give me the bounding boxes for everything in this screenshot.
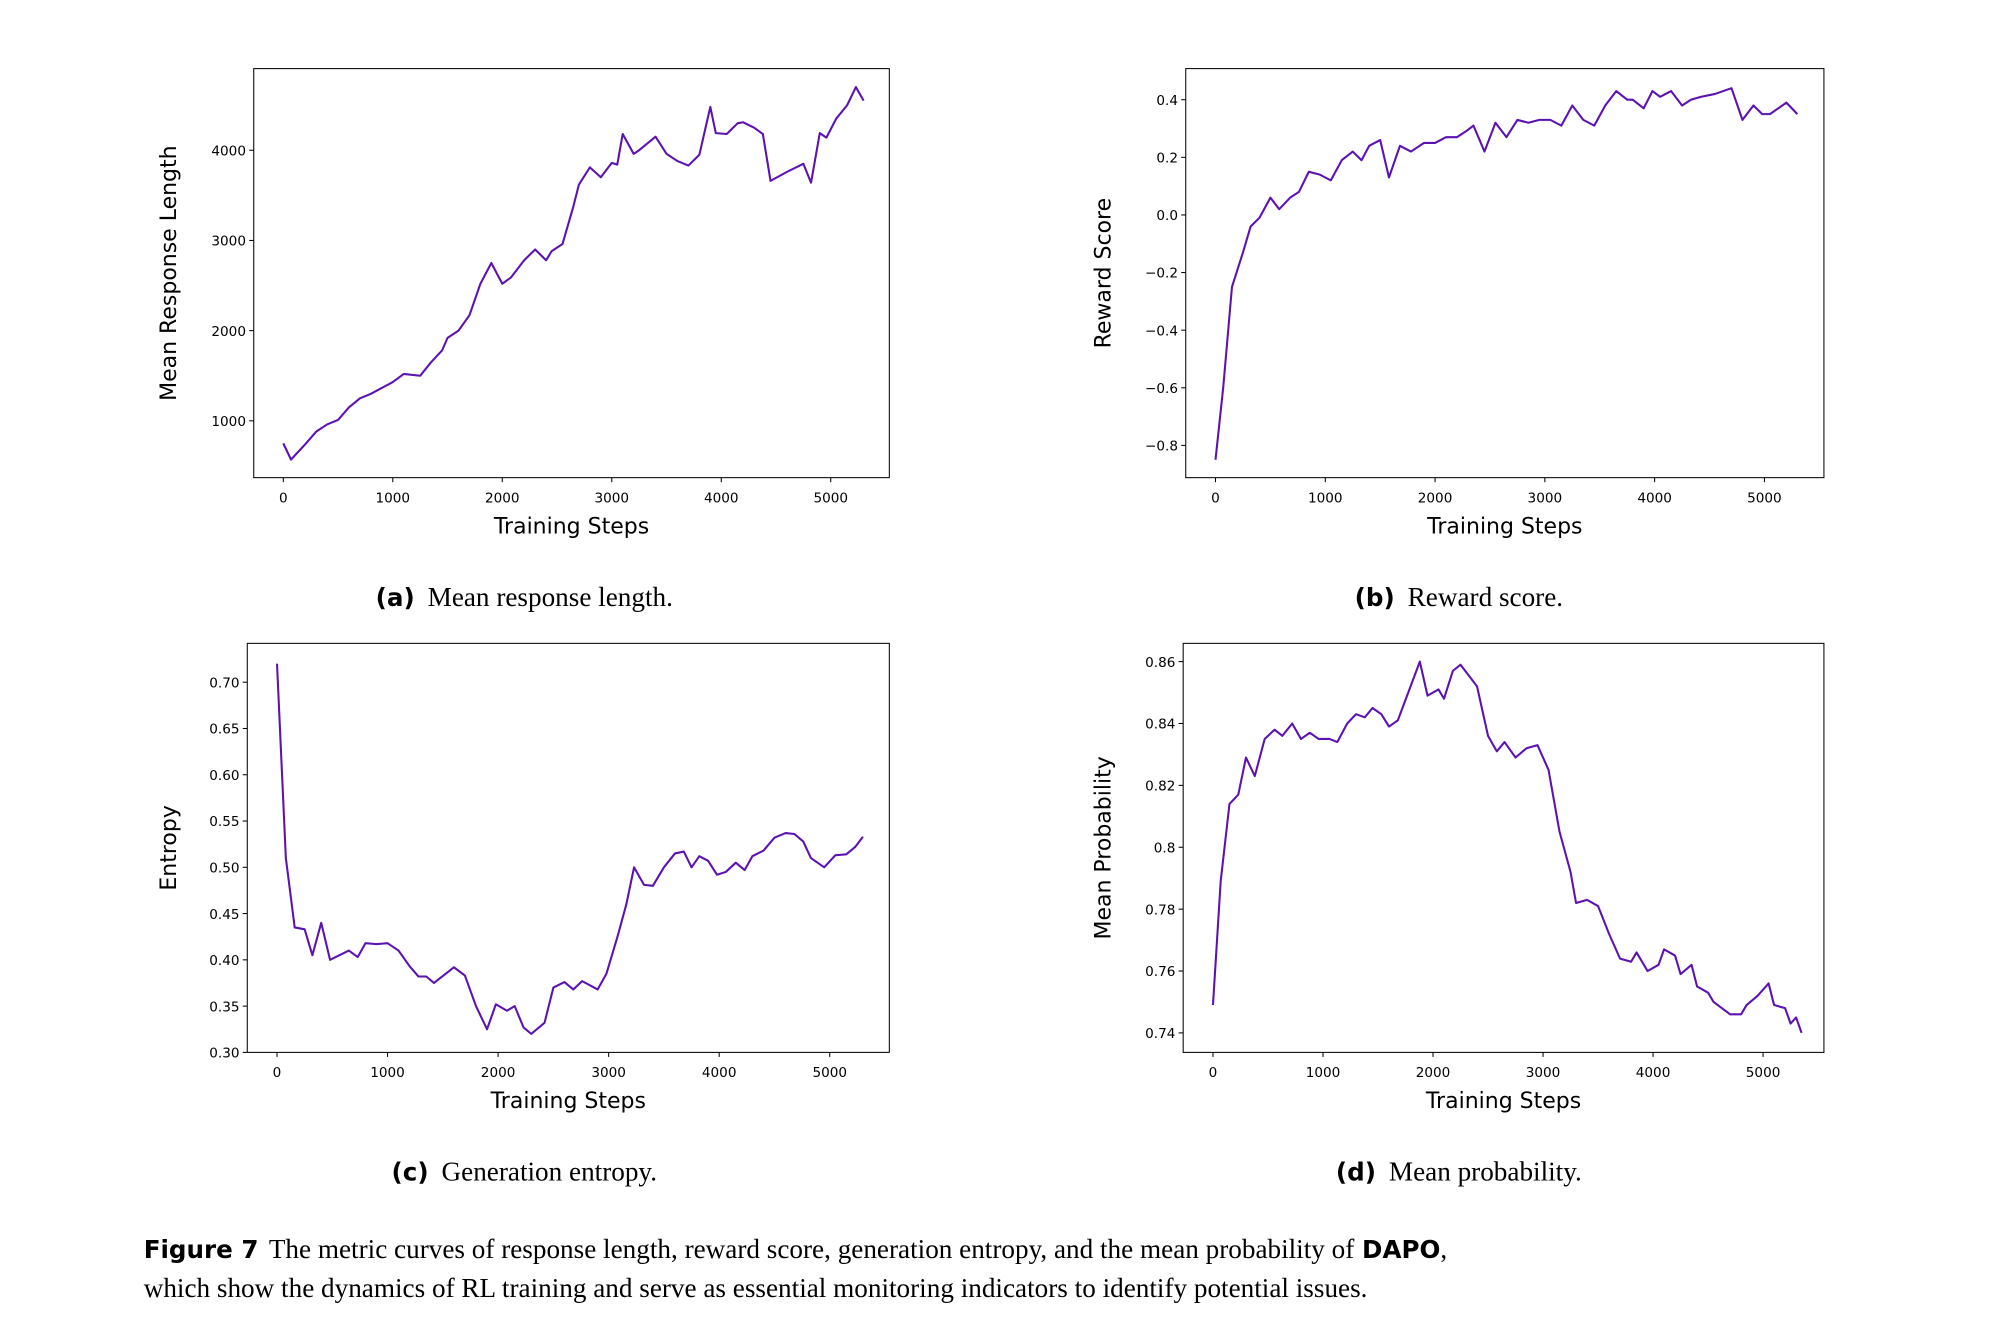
x-tick-label: 0 [279,490,288,506]
y-tick-label: 0.70 [209,675,239,691]
x-tick-label: 5000 [1746,1065,1781,1081]
y-axis-label: Entropy [157,805,182,890]
x-tick-label: 2000 [1418,490,1453,506]
y-tick-label: 3000 [211,234,246,250]
x-tick-label: 3000 [1528,490,1563,506]
x-tick-label: 4000 [1636,1065,1671,1081]
x-tick-label: 1000 [1308,490,1343,506]
x-tick-label: 1000 [376,490,411,506]
figure-caption: Figure 7 The metric curves of response le… [144,1234,1447,1264]
x-tick-label: 5000 [812,1065,847,1081]
plot-frame [253,68,890,479]
subfigure-label: (c) [392,1158,429,1187]
y-tick-label: 0.30 [209,1046,239,1062]
x-tick-label: 0 [273,1065,282,1081]
y-tick-label: 0.35 [209,999,239,1015]
subfigure-caption-text: Generation entropy. [442,1157,658,1187]
chart: 0 1000 2000 3000 4000 5000 1000 2000 3000 4000 Tra… [157,68,890,612]
x-tick-label: 0 [1211,490,1220,506]
x-tick-label: 2000 [485,490,520,506]
y-tick-label: 0.55 [209,814,239,830]
chart: 0 1000 2000 3000 4000 5000 0.74 0.76 0.78 0.8 0.82… [1092,642,1825,1187]
y-tick-label: 0.76 [1145,964,1175,980]
y-axis-label: Mean Response Length [157,145,182,400]
data-line [1211,660,1803,1034]
y-tick-label: −0.6 [1145,381,1178,397]
subfigure-caption-text: Reward score. [1408,582,1563,612]
x-tick-label: 3000 [591,1065,626,1081]
y-tick-label: 0.86 [1145,655,1175,671]
figure-label: Figure 7 [144,1235,259,1264]
y-tick-label: 4000 [211,143,246,159]
subfigure-caption: (d) Mean probability. [1336,1157,1582,1187]
x-tick-label: 4000 [704,490,739,506]
y-tick-label: 0.0 [1156,208,1178,224]
y-tick-label: 0.74 [1145,1026,1175,1042]
plot-frame [1182,642,1825,1053]
x-tick-label: 5000 [1747,490,1782,506]
data-line [275,663,864,1035]
y-tick-label: 0.82 [1145,779,1175,795]
subfigure-label: (b) [1355,583,1395,612]
x-tick-label: 3000 [594,490,629,506]
y-tick-label: 0.8 [1154,840,1176,856]
subfigure-caption: (b) Reward score. [1355,582,1563,612]
y-tick-label: 0.2 [1156,151,1178,167]
x-axis-label: Training Steps [1425,1089,1581,1114]
y-tick-label: 0.84 [1145,717,1175,733]
chart: 0 1000 2000 3000 4000 5000 −0.8 −0.6 −0.4 −0.2 0.0… [1092,68,1825,612]
y-tick-label: 0.45 [209,907,239,923]
y-tick-label: 0.50 [209,860,239,876]
y-tick-label: −0.4 [1145,323,1178,339]
subfigure-caption: (c) Generation entropy. [392,1157,658,1187]
x-tick-label: 1000 [1306,1065,1341,1081]
x-axis-label: Training Steps [493,514,649,539]
caption-emphasis: DAPO [1362,1235,1440,1264]
x-tick-label: 0 [1209,1065,1218,1081]
subfigure-caption-text: Mean probability. [1389,1157,1582,1187]
x-tick-label: 2000 [1416,1065,1451,1081]
data-line [1214,87,1799,460]
x-axis-label: Training Steps [490,1089,646,1114]
chart: 0 1000 2000 3000 4000 5000 0.30 0.35 0.40 0.45 0.5… [157,642,890,1187]
x-tick-label: 3000 [1526,1065,1561,1081]
x-axis-label: Training Steps [1426,514,1582,539]
subfigure-caption: (a) Mean response length. [376,582,673,612]
y-tick-label: 0.40 [209,953,239,969]
subfigure-label: (d) [1336,1158,1376,1187]
y-axis-label: Mean Probability [1092,756,1117,939]
x-tick-label: 4000 [702,1065,737,1081]
y-tick-label: 1000 [211,414,246,430]
x-tick-label: 4000 [1637,490,1672,506]
plot-frame [246,642,890,1053]
y-tick-label: 0.78 [1145,902,1175,918]
y-axis-label: Reward Score [1092,198,1117,349]
caption-text: , [1440,1234,1447,1264]
caption-text: The metric curves of response length, re… [269,1234,1355,1264]
y-tick-label: 0.4 [1156,93,1178,109]
y-tick-label: −0.8 [1145,439,1178,455]
y-tick-label: 0.60 [209,768,239,784]
figure-caption-line: which show the dynamics of RL training a… [144,1273,1368,1303]
x-tick-label: 2000 [481,1065,516,1081]
y-tick-label: 2000 [211,324,246,340]
subfigure-caption-text: Mean response length. [428,582,673,612]
plot-frame [1185,68,1825,479]
y-tick-label: 0.65 [209,722,239,738]
data-line [282,86,865,461]
y-tick-label: −0.2 [1145,266,1178,282]
x-tick-label: 5000 [813,490,848,506]
x-tick-label: 1000 [370,1065,405,1081]
subfigure-label: (a) [376,583,415,612]
